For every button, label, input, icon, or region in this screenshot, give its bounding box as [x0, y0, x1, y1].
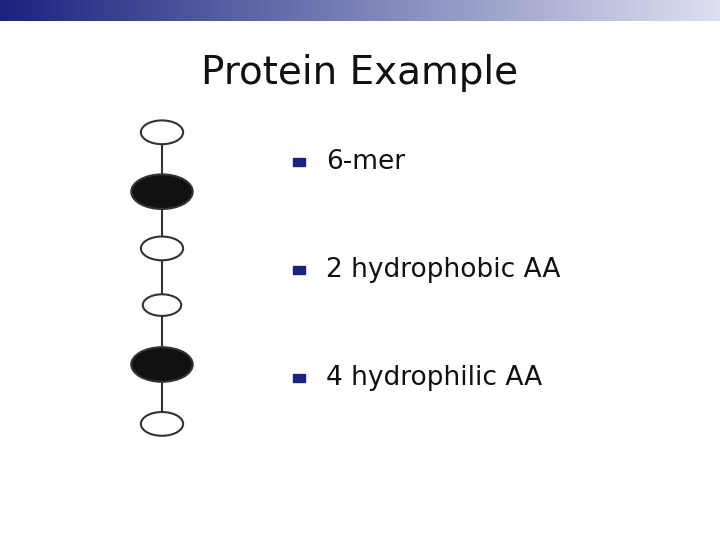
FancyBboxPatch shape [293, 158, 305, 166]
Text: 2 hydrophobic AA: 2 hydrophobic AA [326, 257, 561, 283]
Ellipse shape [131, 347, 193, 382]
Text: Protein Example: Protein Example [202, 54, 518, 92]
Ellipse shape [141, 120, 183, 144]
Ellipse shape [131, 174, 193, 209]
FancyBboxPatch shape [293, 266, 305, 274]
Text: 4 hydrophilic AA: 4 hydrophilic AA [326, 365, 542, 391]
FancyBboxPatch shape [293, 374, 305, 382]
Ellipse shape [141, 237, 183, 260]
Text: 6-mer: 6-mer [326, 149, 405, 175]
Ellipse shape [143, 294, 181, 316]
Ellipse shape [141, 412, 183, 436]
